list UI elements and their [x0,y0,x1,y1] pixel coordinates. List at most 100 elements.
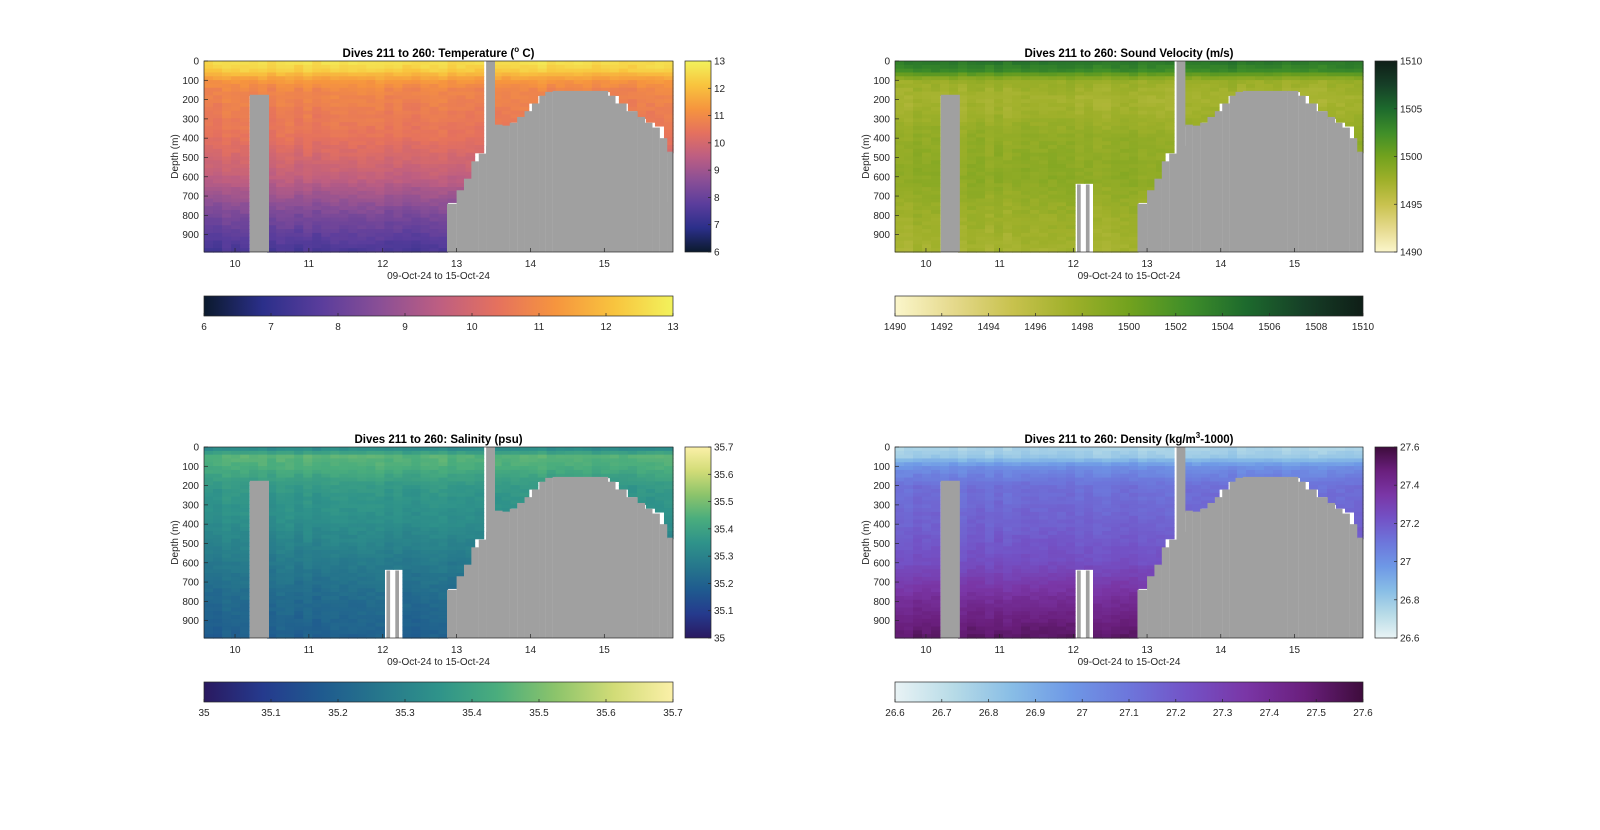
heatmap-cell [985,148,995,154]
heatmap-cell [663,129,674,135]
heatmap-cell [375,466,385,471]
heatmap-cell [438,454,449,460]
heatmap-cell [411,466,422,471]
heatmap-cell [375,573,385,578]
heatmap-cell [654,118,665,123]
heatmap-cell [1327,103,1337,108]
heatmap-cell [1039,141,1049,146]
heatmap-cell [438,515,449,521]
heatmap-cell [940,72,950,77]
heatmap-cell [231,466,241,471]
heatmap-cell [1057,152,1067,158]
heatmap-cell [985,129,995,135]
heatmap-cell [420,565,431,570]
heatmap-cell [294,175,304,181]
heatmap-cell [618,450,629,456]
heatmap-cell [420,72,431,77]
heatmap-cell [312,167,322,173]
heatmap-cell [303,550,313,555]
heatmap-cell [303,236,313,242]
heatmap-cell [1138,171,1148,177]
heatmap-cell [366,190,376,196]
heatmap-cell [1138,68,1148,74]
heatmap-cell [1012,175,1022,181]
heatmap-cell [366,141,376,146]
heatmap-cell [402,179,413,184]
heatmap-cell [474,489,485,494]
heatmap-cell [231,462,241,467]
heatmap-cell [348,576,358,582]
colorbar-tick-label: 1496 [1024,322,1047,333]
heatmap-cell [240,473,250,479]
heatmap-cell [474,91,485,96]
heatmap-cell [994,225,1004,230]
heatmap-cell [339,152,349,158]
heatmap-cell [465,473,476,479]
heatmap-cell [474,447,485,452]
heatmap-cell [1273,83,1283,89]
heatmap-cell [456,573,467,578]
heatmap-cell [357,221,367,226]
heatmap-cell [1003,114,1013,119]
heatmap-cell [411,183,422,188]
heatmap-cell [591,64,602,70]
heatmap-cell [303,466,313,471]
heatmap-cell [465,447,476,452]
heatmap-cell [231,179,241,184]
heatmap-cell [663,83,674,89]
heatmap-cell [429,225,440,230]
heatmap-cell [330,511,340,517]
heatmap-cell [1120,187,1130,192]
heatmap-cell [393,183,404,188]
heatmap-cell [1120,68,1130,74]
heatmap-cell [312,240,322,245]
heatmap-cell [285,209,295,215]
heatmap-cell [402,553,413,559]
heatmap-cell [1129,175,1139,181]
heatmap-cell [985,91,995,96]
heatmap-cell [366,538,376,544]
heatmap-cell [645,91,656,96]
heatmap-cell [1183,114,1193,119]
heatmap-cell [429,141,440,146]
heatmap-cell [1111,164,1121,169]
heatmap-cell [1075,110,1085,116]
heatmap-cell [1156,114,1166,119]
heatmap-cell [240,118,250,123]
heatmap-cell [276,164,286,169]
heatmap-cell [213,611,223,616]
heatmap-cell [976,221,986,226]
heatmap-cell [348,615,358,620]
heatmap-cell [267,183,277,188]
heatmap-cell [429,626,440,631]
heatmap-cell [213,508,223,513]
heatmap-cell [1030,118,1040,123]
heatmap-cell [1030,106,1040,112]
heatmap-cell [1246,87,1256,93]
heatmap-cell [1066,221,1076,226]
heatmap-cell [1138,76,1148,81]
heatmap-cell [913,141,923,146]
heatmap-cell [411,137,422,142]
heatmap-cell [438,167,449,173]
heatmap-cell [1039,114,1049,119]
heatmap-cell [627,87,638,93]
heatmap-cell [895,64,905,70]
heatmap-cell [366,80,376,85]
heatmap-cell [213,87,223,93]
heatmap-cell [438,114,449,119]
heatmap-cell [994,232,1004,238]
heatmap-cell [294,500,304,505]
heatmap-cell [357,527,367,532]
heatmap-cell [366,550,376,555]
heatmap-cell [393,450,404,456]
heatmap-cell [1102,183,1112,188]
heatmap-cell [213,206,223,211]
heatmap-cell [1039,209,1049,215]
heatmap-cell [931,91,941,96]
heatmap-cell [294,508,304,513]
heatmap-cell [330,447,340,452]
heatmap-cell [1354,148,1364,154]
heatmap-cell [465,492,476,498]
heatmap-cell [222,167,232,173]
